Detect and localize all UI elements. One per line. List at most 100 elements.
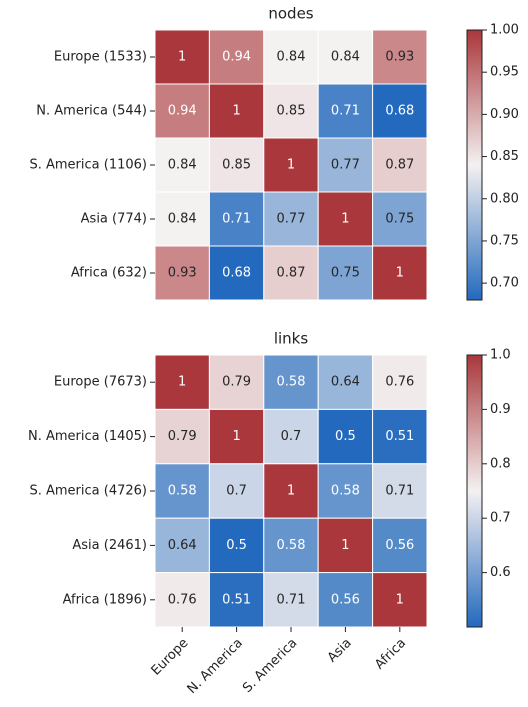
cell-label: 0.5	[226, 538, 247, 553]
colorbar	[466, 354, 483, 628]
cell-label: 0.5	[335, 429, 356, 444]
cell-label: 0.84	[168, 158, 197, 173]
cell-label: 0.94	[222, 50, 251, 65]
cell-label: 0.84	[168, 212, 197, 227]
cell-label: 0.77	[331, 158, 360, 173]
x-tick-label: Asia	[325, 636, 355, 666]
cell-label: 1	[396, 266, 404, 281]
colorbar-tick-label: 0.70	[490, 276, 519, 291]
heatmap-cell	[208, 517, 265, 574]
cell-label: 0.7	[226, 484, 247, 499]
heatmap-cell	[263, 245, 319, 301]
heatmap-cell	[154, 517, 210, 574]
y-tick-label: N. America (1405)	[28, 429, 147, 444]
y-tick-label: N. America (544)	[36, 104, 147, 119]
heatmap-cell	[317, 191, 374, 247]
colorbar-tick-label: 0.85	[490, 149, 519, 164]
colorbar-tick-label: 0.90	[490, 107, 519, 122]
subplot-title: nodes	[268, 5, 313, 23]
cell-label: 0.71	[331, 104, 360, 119]
cell-label: 0.87	[277, 266, 306, 281]
cell-label: 0.7	[281, 429, 302, 444]
cell-label: 0.75	[385, 212, 414, 227]
colorbar-tick-label: 0.95	[490, 65, 519, 80]
colorbar-tick-label: 0.7	[490, 511, 511, 526]
y-tick-label: Europe (7673)	[54, 375, 147, 390]
cell-label: 0.71	[277, 592, 306, 607]
heatmap-cell	[208, 463, 265, 519]
cell-label: 0.71	[385, 484, 414, 499]
cell-label: 0.71	[222, 212, 251, 227]
colorbar-tick-label: 1.0	[490, 348, 511, 363]
cell-label: 1	[232, 104, 240, 119]
colorbar-tick-label: 0.9	[490, 402, 511, 417]
x-tick-label: S. America	[240, 636, 300, 696]
heatmap-cell	[372, 408, 428, 465]
heatmap-cell	[372, 83, 428, 139]
cell-label: 0.79	[222, 375, 251, 390]
y-tick-label: Europe (1533)	[54, 50, 147, 65]
cell-label: 0.76	[385, 375, 414, 390]
y-tick-label: S. America (1106)	[29, 158, 147, 173]
cell-label: 0.64	[331, 375, 360, 390]
colorbar	[466, 29, 483, 301]
cell-label: 1	[341, 538, 349, 553]
cell-label: 0.94	[168, 104, 197, 119]
cell-label: 1	[232, 429, 240, 444]
colorbar-tick-label: 1.00	[490, 23, 519, 38]
cell-label: 1	[287, 484, 295, 499]
y-tick-label: Asia (2461)	[72, 538, 147, 553]
y-tick-label: Africa (1896)	[63, 592, 147, 607]
heatmap-cell	[208, 137, 265, 193]
cell-label: 0.76	[168, 592, 197, 607]
x-tick-label: Europe	[149, 636, 192, 679]
heatmap-cell	[372, 463, 428, 519]
heatmap-cell	[263, 83, 319, 139]
cell-label: 0.93	[168, 266, 197, 281]
cell-label: 0.85	[277, 104, 306, 119]
cell-label: 0.56	[385, 538, 414, 553]
heatmap-cell	[372, 517, 428, 574]
x-tick-label: Africa	[372, 636, 409, 673]
colorbar-tick-label: 0.75	[490, 233, 519, 248]
cell-label: 0.58	[331, 484, 360, 499]
cell-label: 0.56	[331, 592, 360, 607]
heatmap-cell	[263, 191, 319, 247]
colorbar-tick-label: 0.6	[490, 565, 511, 580]
cell-label: 0.79	[168, 429, 197, 444]
cell-label: 0.87	[385, 158, 414, 173]
heatmap-cell	[154, 463, 210, 519]
cell-label: 0.58	[277, 375, 306, 390]
heatmap-cell	[208, 191, 265, 247]
cell-label: 1	[341, 212, 349, 227]
heatmap-cell	[154, 245, 210, 301]
x-tick-label: N. America	[185, 636, 246, 697]
cell-label: 1	[178, 375, 186, 390]
cell-label: 0.85	[222, 158, 251, 173]
cell-label: 0.64	[168, 538, 197, 553]
colorbar-tick-label: 0.80	[490, 191, 519, 206]
heatmap-cell	[317, 137, 374, 193]
cell-label: 0.68	[222, 266, 251, 281]
heatmap-cell	[263, 408, 319, 465]
heatmap-cell	[154, 572, 210, 628]
cell-label: 0.51	[385, 429, 414, 444]
cell-label: 1	[178, 50, 186, 65]
cell-label: 0.58	[277, 538, 306, 553]
cell-label: 1	[396, 592, 404, 607]
heatmap-cell	[263, 29, 319, 85]
cell-label: 0.84	[331, 50, 360, 65]
cell-label: 0.77	[277, 212, 306, 227]
heatmap-cell	[372, 191, 428, 247]
heatmap-cell	[208, 408, 265, 465]
heatmap-cell	[208, 29, 265, 85]
cell-label: 0.68	[385, 104, 414, 119]
heatmap-cell	[154, 29, 210, 85]
heatmap-cell	[372, 245, 428, 301]
y-tick-label: S. America (4726)	[29, 484, 147, 499]
heatmap-cell	[263, 572, 319, 628]
subplot-title: links	[274, 330, 309, 348]
cell-label: 0.58	[168, 484, 197, 499]
cell-label: 0.84	[277, 50, 306, 65]
